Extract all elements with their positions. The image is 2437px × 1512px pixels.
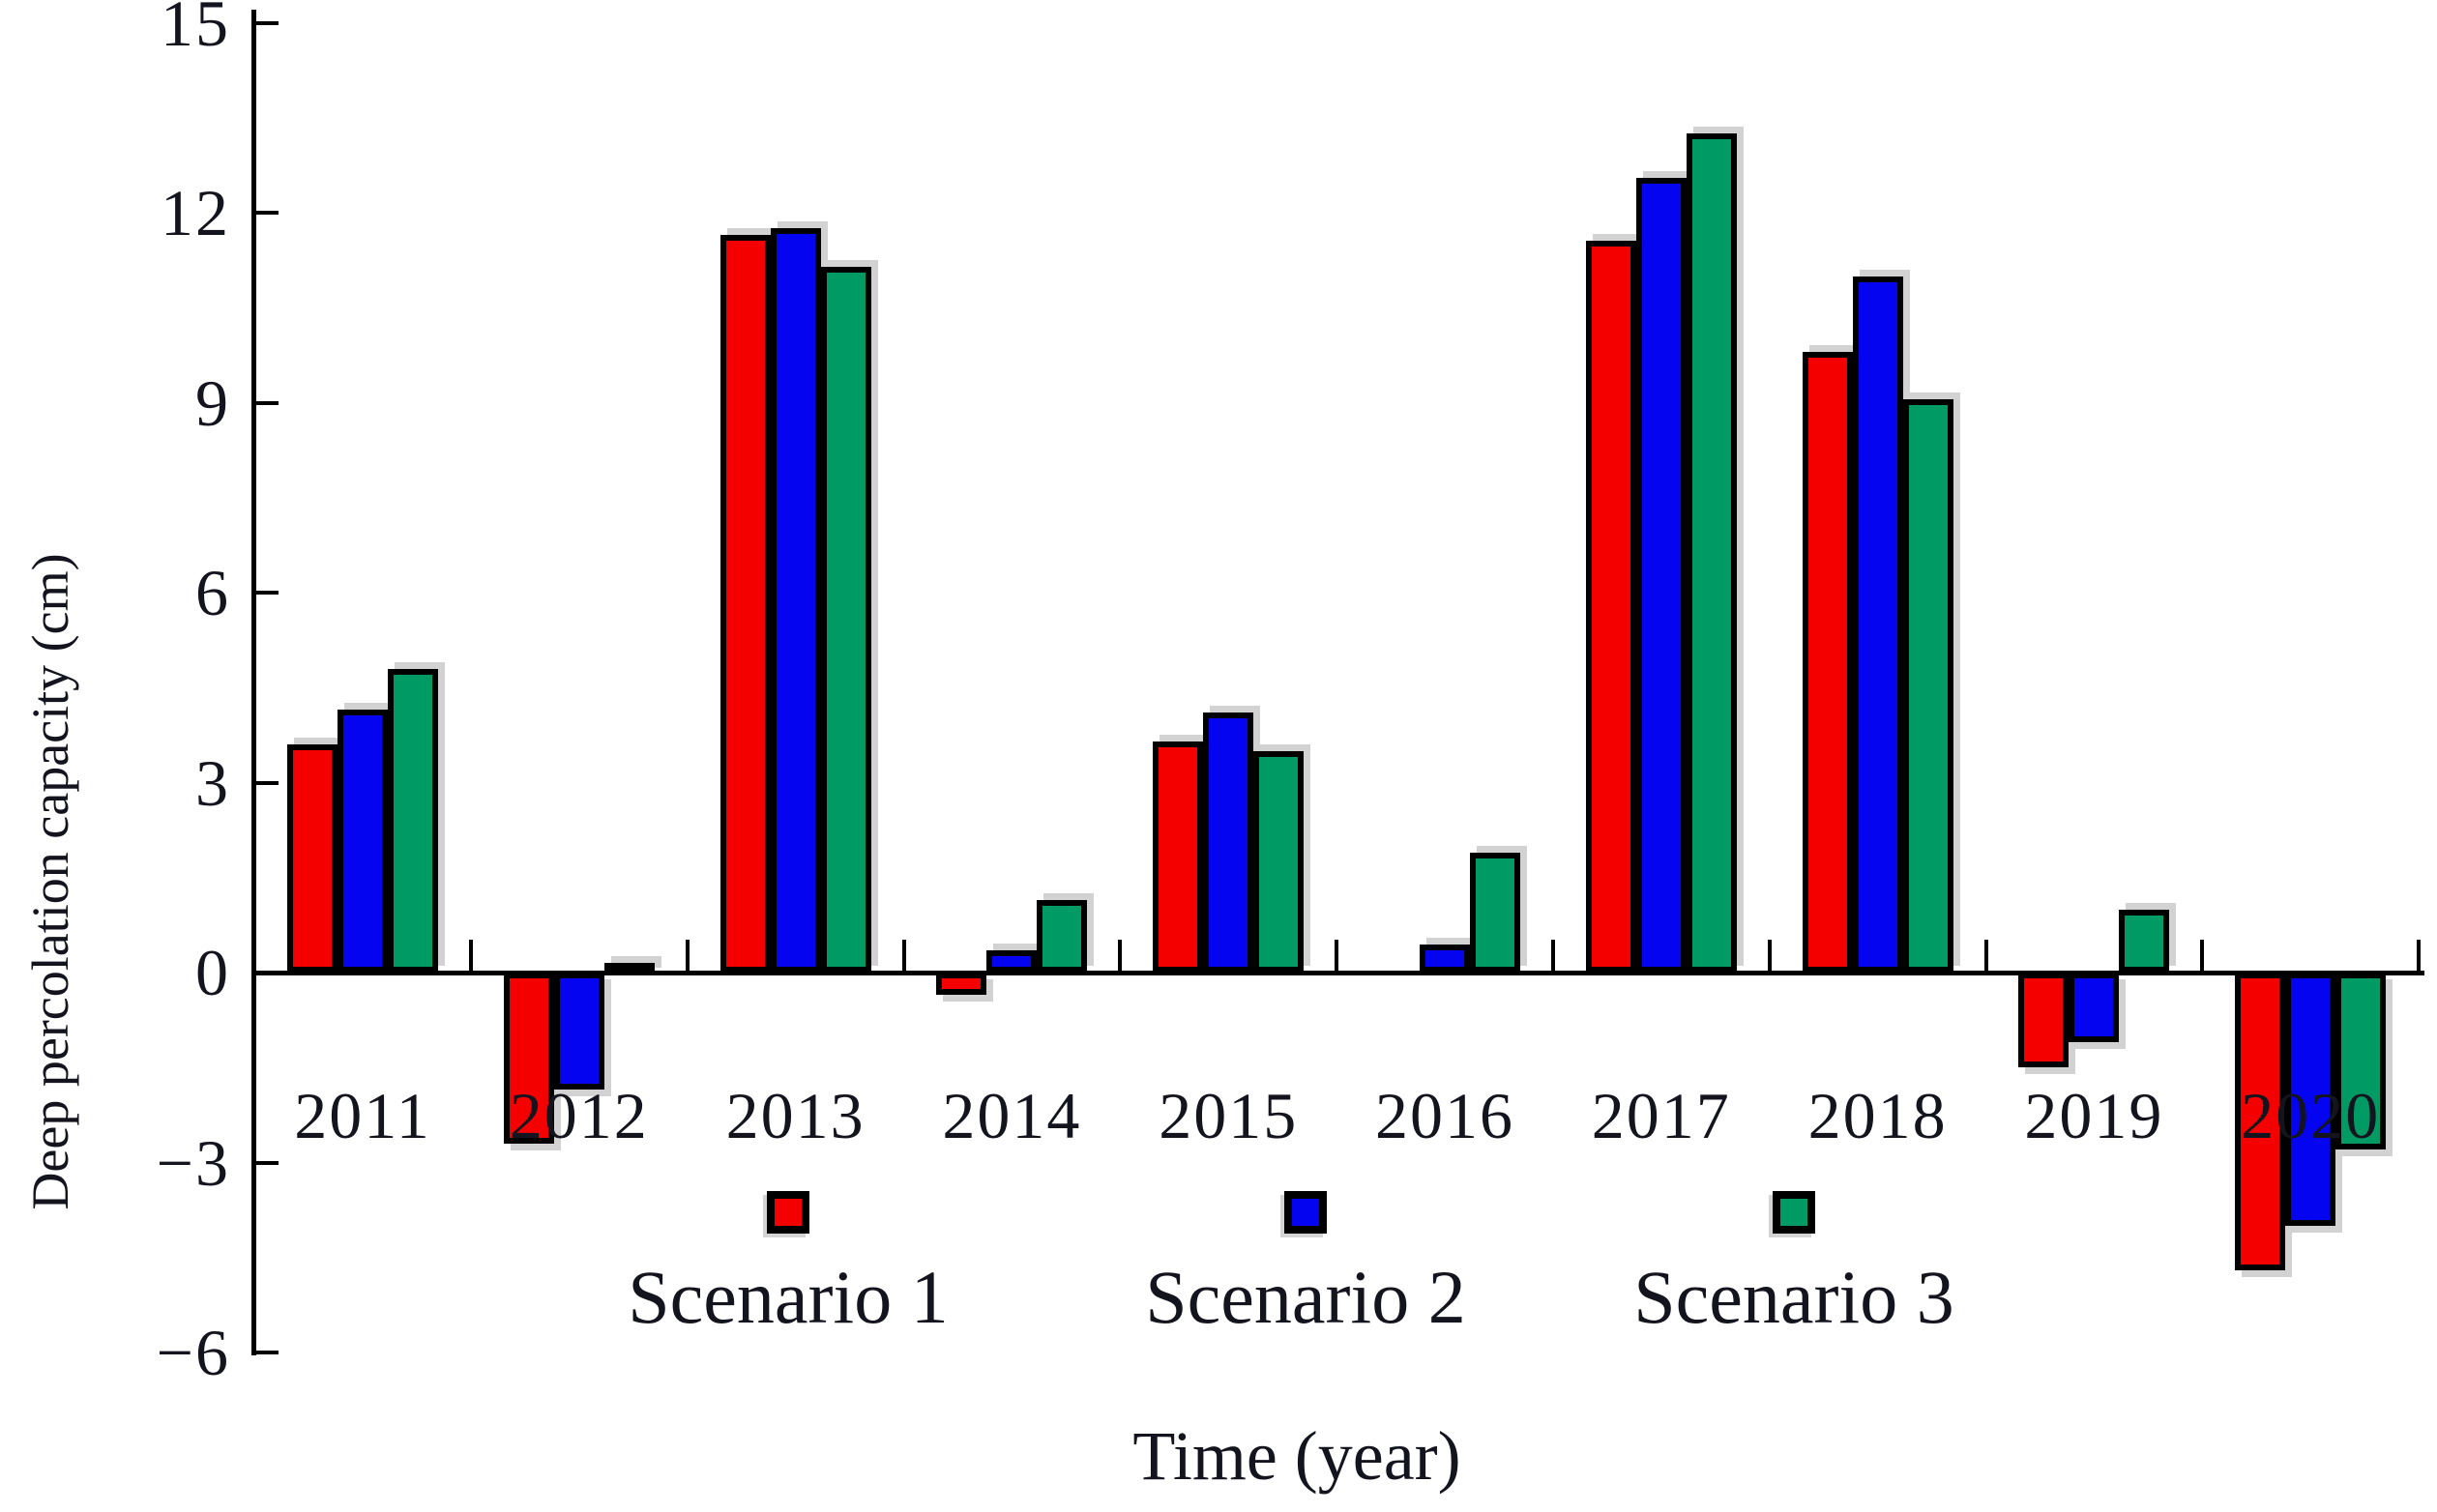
bar-2016-scenario-3 <box>1470 852 1520 973</box>
bar-2015-scenario-3 <box>1253 750 1305 973</box>
bar-2011-scenario-3 <box>388 668 438 973</box>
bar-2020-scenario-2 <box>2285 973 2336 1226</box>
y-tick <box>253 1160 279 1165</box>
x-category-label: 2018 <box>1807 1079 1948 1152</box>
y-tick <box>253 20 279 25</box>
x-category-label: 2012 <box>509 1079 649 1152</box>
y-axis-line <box>251 10 256 1355</box>
x-category-label: 2011 <box>294 1079 431 1152</box>
bar-2019-scenario-3 <box>2119 909 2170 973</box>
y-tick-label: 0 <box>195 936 230 1009</box>
x-tick <box>2200 940 2205 971</box>
bar-2017-scenario-1 <box>1585 241 1636 973</box>
legend-label: Scenario 1 <box>628 1255 949 1339</box>
y-tick <box>253 780 279 785</box>
bar-2017-scenario-3 <box>1686 133 1737 973</box>
y-tick <box>253 1351 279 1354</box>
bar-2020-scenario-1 <box>2235 973 2286 1270</box>
y-tick-label: −3 <box>156 1125 230 1200</box>
bar-2019-scenario-1 <box>2018 973 2070 1068</box>
y-tick-label: 3 <box>195 745 230 820</box>
y-tick-label: 9 <box>195 365 230 440</box>
y-tick <box>253 591 279 595</box>
bar-2020-scenario-3 <box>2335 973 2387 1150</box>
x-tick <box>1118 940 1123 971</box>
x-tick <box>1550 940 1555 971</box>
x-axis-title: Time (year) <box>1132 1417 1461 1495</box>
bar-2018-scenario-2 <box>1852 276 1903 973</box>
bar-2014-scenario-3 <box>1037 899 1088 973</box>
x-category-label: 2019 <box>2024 1079 2164 1152</box>
bar-2013-scenario-1 <box>719 234 771 973</box>
y-tick-label: −6 <box>156 1316 230 1389</box>
x-category-label: 2017 <box>1591 1079 1731 1152</box>
bar-2012-scenario-1 <box>503 973 554 1144</box>
x-category-label: 2015 <box>1159 1079 1299 1152</box>
bar-2016-scenario-2 <box>1420 944 1470 973</box>
x-axis-line <box>251 971 2424 975</box>
x-category-label: 2020 <box>2241 1079 2381 1152</box>
bar-2019-scenario-2 <box>2069 973 2120 1043</box>
y-tick <box>253 211 279 215</box>
y-tick-label: 15 <box>161 0 230 60</box>
x-tick <box>901 940 906 971</box>
x-category-label: 2016 <box>1375 1079 1514 1152</box>
legend-swatch-scenario-2 <box>1284 1191 1327 1234</box>
x-tick <box>468 940 473 971</box>
legend-label: Scenario 3 <box>1633 1255 1954 1339</box>
bar-2011-scenario-2 <box>338 710 388 973</box>
bar-2014-scenario-1 <box>936 973 987 995</box>
bar-2018-scenario-1 <box>1802 352 1853 973</box>
bar-2013-scenario-3 <box>820 266 871 973</box>
y-tick <box>253 971 279 974</box>
x-tick <box>685 940 690 971</box>
bar-2012-scenario-2 <box>553 973 604 1090</box>
x-category-label: 2014 <box>942 1079 1082 1152</box>
bar-2012-scenario-3 <box>603 963 655 975</box>
y-axis-title: Deep percolation capacity (cm) <box>21 553 79 1210</box>
y-tick <box>253 400 279 405</box>
bar-2015-scenario-2 <box>1203 712 1254 973</box>
bar-2013-scenario-2 <box>770 228 821 973</box>
x-tick <box>1335 940 1339 971</box>
bar-2011-scenario-1 <box>287 744 338 973</box>
x-tick <box>1983 940 1988 971</box>
legend-swatch-scenario-1 <box>767 1191 809 1234</box>
y-tick-label: 6 <box>195 556 230 629</box>
x-category-label: 2013 <box>725 1079 866 1152</box>
bar-2015-scenario-1 <box>1153 741 1204 973</box>
x-tick <box>1767 940 1772 971</box>
bar-2018-scenario-3 <box>1902 399 1953 973</box>
x-tick <box>2417 940 2422 971</box>
legend-swatch-scenario-3 <box>1773 1191 1815 1234</box>
y-tick-label: 12 <box>161 176 230 249</box>
legend-label: Scenario 2 <box>1145 1255 1466 1339</box>
bar-2014-scenario-2 <box>986 950 1038 973</box>
bar-2017-scenario-2 <box>1635 177 1687 973</box>
